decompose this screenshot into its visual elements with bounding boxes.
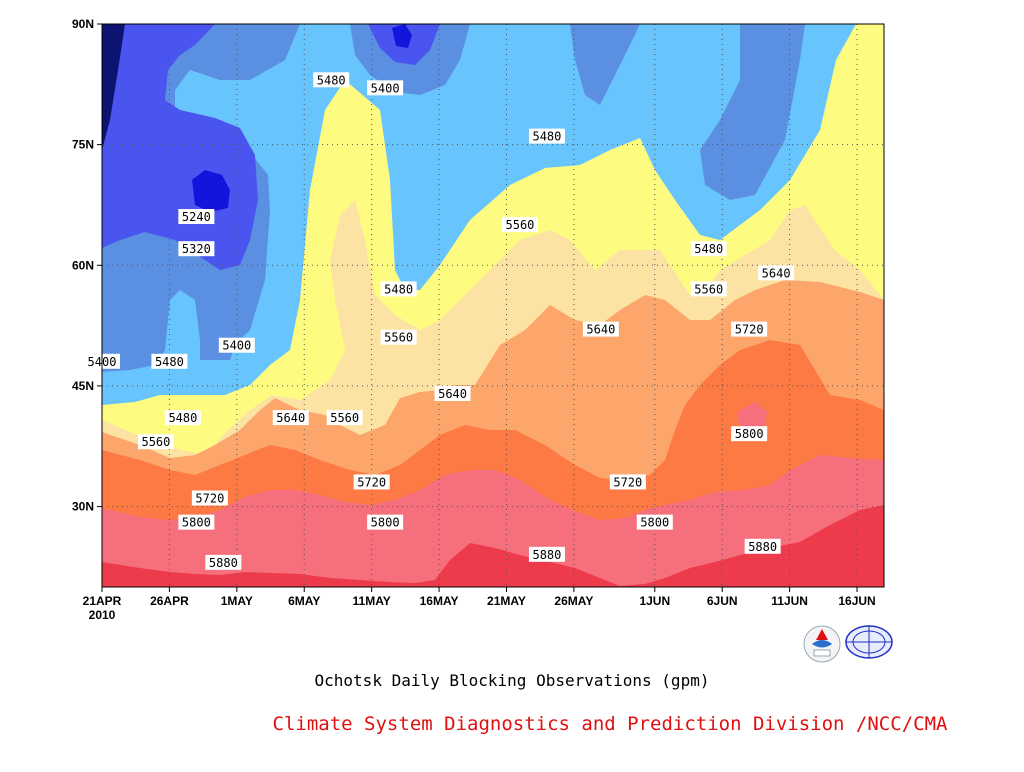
x-tick-label: 26MAY	[554, 594, 593, 608]
contour-label-bg	[528, 128, 565, 144]
contour-label: 5320	[182, 242, 211, 256]
bcc-logo-icon	[803, 625, 841, 663]
contour-label: 5880	[209, 556, 238, 570]
contour-label-bg	[636, 514, 673, 530]
contour-label: 5880	[532, 548, 561, 562]
contour-label-bg	[178, 514, 215, 530]
contour-label-bg	[501, 217, 538, 233]
contour-label: 5480	[532, 130, 561, 144]
contour-label-bg	[353, 474, 390, 490]
contour-label-bg	[380, 329, 417, 345]
contour-label: 5560	[330, 411, 359, 425]
x-tick-label: 6MAY	[288, 594, 320, 608]
band-5880-5960-blob	[738, 402, 767, 430]
contour-label-bg	[313, 72, 350, 88]
contour-label-bg	[690, 281, 727, 297]
contour-label: 5400	[371, 81, 400, 95]
contour-label-bg	[528, 546, 565, 562]
x-tick-label: 21APR	[83, 594, 122, 608]
x-tick-label: 16MAY	[420, 594, 459, 608]
band-5240-5320	[192, 170, 230, 212]
x-tick-label: 6JUN	[707, 594, 738, 608]
band-5480-5560	[102, 24, 884, 405]
contour-label: 5720	[735, 323, 764, 337]
contour-label: 5560	[141, 435, 170, 449]
contour-label: 5880	[748, 540, 777, 554]
contour-label-bg	[272, 410, 309, 426]
contour-label-bg	[178, 241, 215, 257]
contour-label-bg	[582, 321, 619, 337]
contour-label: 5480	[384, 282, 413, 296]
contour-label: 5480	[694, 242, 723, 256]
x-tick-label: 16JUN	[838, 594, 875, 608]
contour-label: 5640	[438, 387, 467, 401]
contour-label-bg	[731, 321, 768, 337]
contour-label: 5640	[762, 266, 791, 280]
contour-label: 5560	[506, 218, 535, 232]
x-tick-label: 26APR	[150, 594, 189, 608]
band-5400-5480-east-b	[700, 24, 805, 200]
x-tick-label: 1JUN	[639, 594, 670, 608]
contour-label-bg	[191, 490, 228, 506]
band-above-5960	[102, 505, 884, 587]
grid-lines	[102, 24, 884, 587]
contour-label: 5240	[182, 210, 211, 224]
contour-label-bg	[609, 474, 646, 490]
contour-label: 5480	[317, 73, 346, 87]
filled-contours	[102, 24, 884, 587]
contour-label-bg	[367, 514, 404, 530]
contour-label-bg	[205, 554, 242, 570]
contour-label: 5800	[371, 516, 400, 530]
x-tick-label: 11MAY	[353, 594, 391, 608]
contour-label: 5480	[155, 355, 184, 369]
contour-label-bg	[744, 538, 781, 554]
plot-frame	[101, 23, 885, 588]
contour-label-bg	[731, 426, 768, 442]
x-tick-label: 1MAY	[221, 594, 253, 608]
contour-label-bg	[434, 385, 471, 401]
contour-label: 5560	[384, 331, 413, 345]
contour-label: 5400	[222, 339, 251, 353]
contour-label: 5720	[357, 475, 386, 489]
contour-label-bg	[367, 80, 404, 96]
contour-label-bg	[758, 265, 795, 281]
contour-label: 5800	[182, 516, 211, 530]
y-tick-label: 75N	[72, 138, 94, 152]
contour-label: 5480	[168, 411, 197, 425]
y-tick-label: 90N	[72, 17, 94, 31]
contour-label: 5560	[694, 282, 723, 296]
band-5400-5480-east-a	[570, 24, 640, 105]
y-tick-label: 30N	[72, 500, 94, 514]
contour-label-bg	[218, 337, 255, 353]
contour-label-bg	[137, 434, 174, 450]
x-year-label: 2010	[89, 608, 116, 622]
chart-title: Ochotsk Daily Blocking Observations (gpm…	[314, 671, 710, 690]
contour-label-bg	[326, 410, 363, 426]
band-below-5240	[102, 24, 125, 150]
y-axis: 30N 45N 60N 75N 90N	[72, 17, 102, 514]
contour-label: 5800	[735, 427, 764, 441]
x-tick-label: 21MAY	[487, 594, 526, 608]
contour-label: 5640	[586, 323, 615, 337]
band-5240-5320-north	[392, 24, 412, 48]
contour-label-bg	[178, 209, 215, 225]
y-tick-label: 60N	[72, 258, 94, 272]
x-tick-label: 11JUN	[771, 594, 808, 608]
contour-label: 5800	[640, 516, 669, 530]
contour-label-bg	[164, 410, 201, 426]
contour-label: 5720	[613, 475, 642, 489]
contour-label-bg	[380, 281, 417, 297]
band-5880-5960	[102, 455, 884, 587]
y-tick-label: 45N	[72, 379, 94, 393]
credit-text: Climate System Diagnostics and Predictio…	[272, 713, 948, 735]
contour-label: 5640	[276, 411, 305, 425]
contour-label: 5720	[195, 492, 224, 506]
ncc-logo-icon	[845, 625, 893, 659]
contour-label-bg	[690, 241, 727, 257]
contour-label-bg	[151, 353, 188, 369]
x-axis: 21APR 26APR 1MAY 6MAY 11MAY 16MAY 21MAY 26MAY 1J…	[83, 587, 876, 622]
